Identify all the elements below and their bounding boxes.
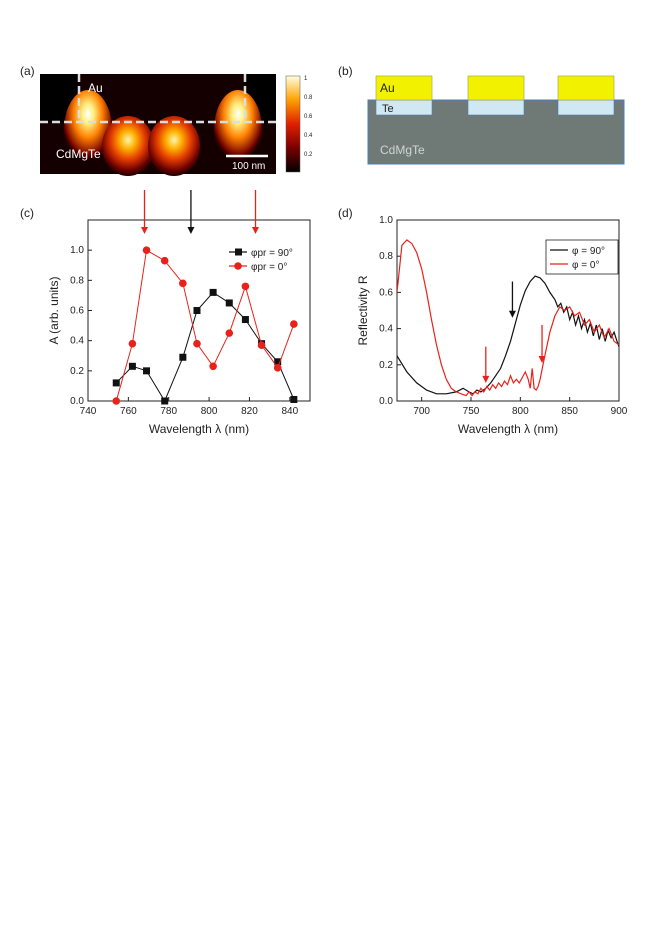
y-tick-label: 0.2 <box>379 360 393 371</box>
absorption-chart: 740 760 780 800 820 840 0.0 0.2 0.4 0.6 0.8 1.0 Wave… <box>47 190 311 436</box>
panel-label-b: (b) <box>338 64 353 78</box>
data-point <box>143 367 151 375</box>
data-point <box>273 364 282 372</box>
y-tick-label: 0.4 <box>70 336 84 347</box>
colorbar-tick: 0.6 <box>304 114 313 120</box>
series-line <box>115 291 295 403</box>
field-map-figure: Au CdMgTe 100 nm 1 0.8 0.6 0.4 0.2 <box>40 74 313 176</box>
data-point <box>290 320 298 328</box>
series-line <box>397 239 619 397</box>
y-axis-label: Reflectivity R <box>356 275 370 345</box>
data-point <box>193 339 201 348</box>
data-point <box>209 362 217 371</box>
hotspot-left <box>64 90 112 170</box>
colorbar <box>285 75 301 173</box>
x-tick-label: 850 <box>561 406 578 417</box>
data-point <box>142 246 151 254</box>
legend-swatch-marker <box>235 248 242 256</box>
data-point <box>112 397 121 405</box>
plot-frame <box>396 219 620 402</box>
legend-box <box>545 239 619 275</box>
marker-arrow-head <box>141 227 149 234</box>
y-tick-label: 0.8 <box>70 275 84 286</box>
y-tick-label: 0.0 <box>70 396 84 407</box>
panel-label-a: (a) <box>20 64 35 78</box>
y-tick-label: 0.0 <box>379 396 393 407</box>
x-tick-label: 800 <box>512 406 529 417</box>
series-line <box>115 249 295 402</box>
y-tick-label: 0.6 <box>70 306 84 317</box>
scale-bar-label: 100 nm <box>232 161 265 172</box>
legend-swatch-marker <box>234 262 242 270</box>
data-point <box>241 282 250 291</box>
x-tick-label: 800 <box>201 406 218 417</box>
colorbar-tick: 0.8 <box>304 95 313 101</box>
y-tick-label: 1.0 <box>379 215 393 226</box>
colorbar-tick: 0.2 <box>304 152 313 158</box>
au-label-b: Au <box>380 81 395 95</box>
te-label-b: Te <box>382 103 394 115</box>
au-stripe <box>375 75 433 101</box>
data-point <box>161 397 169 405</box>
x-tick-label: 900 <box>611 406 628 417</box>
x-tick-label: 760 <box>120 406 137 417</box>
marker-arrow-head <box>508 310 516 318</box>
data-point <box>274 358 282 366</box>
x-tick-label: 780 <box>160 406 177 417</box>
hotspot-1 <box>102 116 154 176</box>
substrate-label-b: CdMgTe <box>380 143 425 157</box>
hotspot-2 <box>148 116 200 176</box>
te-layer <box>557 99 615 116</box>
data-point <box>179 353 187 361</box>
x-tick-label: 700 <box>413 406 430 417</box>
data-point <box>179 279 187 288</box>
x-tick-label: 840 <box>281 406 298 417</box>
legend-box <box>225 242 309 276</box>
y-tick-label: 0.8 <box>379 251 393 262</box>
reflectivity-chart: 700 750 800 850 900 0.0 0.2 0.4 0.6 0.8 1.0 Wavelen… <box>356 215 628 436</box>
data-point <box>160 256 169 265</box>
data-point <box>193 307 201 314</box>
hotspot-right <box>214 90 262 170</box>
legend-label: φpr = 0° <box>251 262 287 273</box>
marker-arrow-head <box>538 355 546 363</box>
data-point <box>241 316 249 324</box>
colorbar-tick: 1 <box>304 76 308 82</box>
data-point <box>128 339 137 348</box>
y-axis-label: A (arb. units) <box>47 276 61 344</box>
te-layer <box>467 99 525 116</box>
data-point <box>225 329 234 337</box>
data-point <box>209 288 217 296</box>
colorbar-tick: 0.4 <box>304 133 313 139</box>
legend-label: φpr = 90° <box>251 248 293 259</box>
y-tick-label: 0.6 <box>379 287 393 298</box>
au-stripe <box>557 75 615 101</box>
marker-arrow-head <box>482 375 490 383</box>
data-point <box>225 299 233 307</box>
data-point <box>112 379 120 387</box>
x-tick-label: 740 <box>80 406 97 417</box>
y-tick-label: 0.4 <box>379 324 393 335</box>
panel-label-c: (c) <box>20 206 34 220</box>
data-point <box>128 362 136 370</box>
x-axis-label: Wavelength λ (nm) <box>458 422 558 436</box>
legend-label: φ = 0° <box>572 260 599 271</box>
data-point <box>290 395 298 403</box>
au-label-a: Au <box>88 81 103 95</box>
substrate-label-a: CdMgTe <box>56 147 101 161</box>
x-tick-label: 820 <box>241 406 258 417</box>
series-line <box>397 275 619 395</box>
marker-arrow-head <box>187 227 195 234</box>
data-point <box>257 341 266 349</box>
x-tick-label: 750 <box>463 406 480 417</box>
marker-arrow-head <box>252 227 260 234</box>
x-axis-label: Wavelength λ (nm) <box>149 422 249 436</box>
structure-schematic: Au Te CdMgTe <box>367 75 625 165</box>
legend-label: φ = 90° <box>572 246 605 257</box>
y-tick-label: 1.0 <box>70 245 84 256</box>
panel-label-d: (d) <box>338 206 353 220</box>
au-stripe <box>467 75 525 101</box>
y-tick-label: 0.2 <box>70 366 84 377</box>
